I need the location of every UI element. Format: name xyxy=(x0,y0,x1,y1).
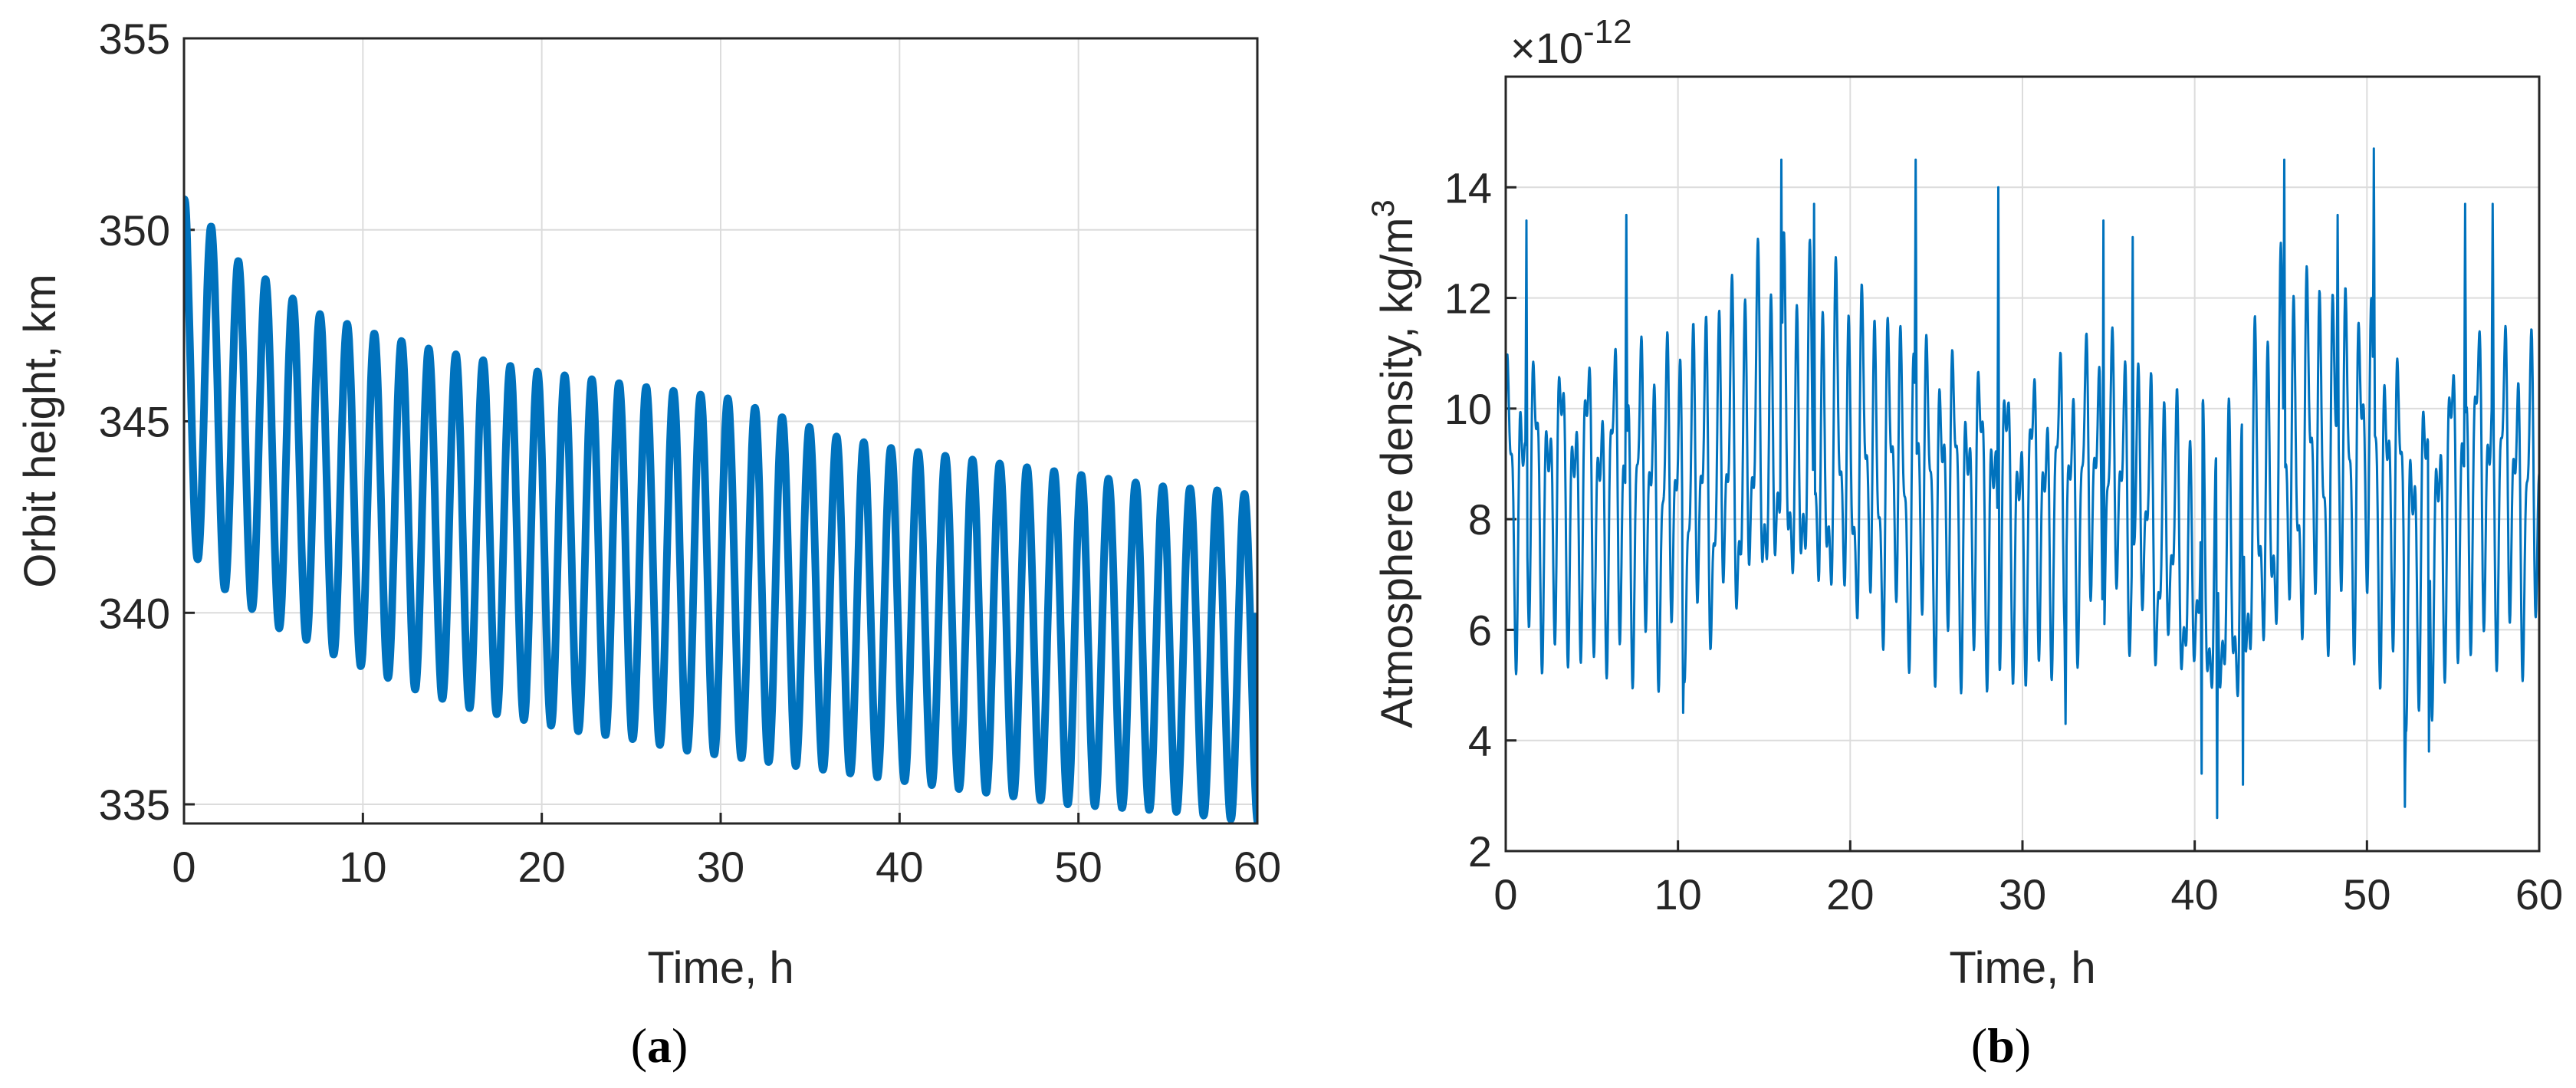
panel-b-axes-box xyxy=(1504,75,2541,853)
panel-a-series-orbit-height-line xyxy=(184,196,1257,823)
panel-b-subfigure-label: (b) xyxy=(1971,1018,2031,1073)
panel-a-y-axis-label: Orbit height, km xyxy=(15,274,65,587)
panel-b-x-tick-label: 0 xyxy=(1493,870,1517,919)
panel-b-x-tick-label: 60 xyxy=(2515,870,2563,919)
panel-a-y-tick-label: 340 xyxy=(99,589,170,637)
panel-b-y-tick-label: 10 xyxy=(1444,385,1492,433)
panel-b-x-axis-label: Time, h xyxy=(1949,943,2095,993)
panel-a-y-tick-label: 345 xyxy=(99,398,170,446)
panel-a-x-tick-label: 60 xyxy=(1234,843,1281,891)
panel-b-y-axis-label: Atmosphere density, kg/m3 xyxy=(1365,199,1422,728)
panel-a-y-tick-label: 350 xyxy=(99,206,170,255)
panel-b-y-tick-label: 12 xyxy=(1444,274,1492,323)
panel-b-x-tick-label: 10 xyxy=(1654,870,1702,919)
panel-a-x-tick-labels: 0 10 20 30 40 50 60 xyxy=(172,843,1281,891)
panel-a-x-tick-label: 0 xyxy=(172,843,196,891)
panel-a-y-tick-label: 355 xyxy=(99,15,170,63)
panel-b-y-tick-label: 8 xyxy=(1468,495,1492,544)
panel-b-series-atmosphere-density-line xyxy=(1506,147,2539,820)
panel-b-x-tick-labels: 0 10 20 30 40 50 60 xyxy=(1493,870,2563,919)
panel-b-y-tick-labels: 2 4 6 8 10 12 14 xyxy=(1444,163,1492,876)
panel-b-x-tick-label: 40 xyxy=(2171,870,2219,919)
panel-a-x-tick-label: 20 xyxy=(518,843,566,891)
panel-a-x-tick-label: 30 xyxy=(697,843,744,891)
panel-b-y-tick-label: 4 xyxy=(1468,717,1492,765)
panel-a-axes-box xyxy=(182,37,1259,825)
panel-a-x-tick-label: 50 xyxy=(1055,843,1102,891)
panel-a-x-axis-label: Time, h xyxy=(647,943,794,993)
panel-a-subfigure-label: (a) xyxy=(631,1018,688,1073)
panel-b-x-tick-label: 30 xyxy=(1999,870,2046,919)
panel-b-exponent-multiplier: ×10-12 xyxy=(1510,13,1632,72)
panel-a-y-tick-label: 335 xyxy=(99,781,170,829)
panel-b-y-tick-label: 6 xyxy=(1468,606,1492,654)
panel-a-orbit-height: 0 10 20 30 40 50 60 335 340 345 350 355 Time, h Or… xyxy=(15,15,1281,1073)
panel-a-x-tick-label: 10 xyxy=(339,843,386,891)
panel-a-y-tick-labels: 335 340 345 350 355 xyxy=(99,15,170,829)
panel-b-x-tick-label: 20 xyxy=(1826,870,1874,919)
panel-b-y-tick-label: 2 xyxy=(1468,827,1492,876)
panel-b-y-tick-label: 14 xyxy=(1444,163,1492,212)
panel-a-x-tick-label: 40 xyxy=(876,843,923,891)
panel-b-x-tick-label: 50 xyxy=(2343,870,2390,919)
